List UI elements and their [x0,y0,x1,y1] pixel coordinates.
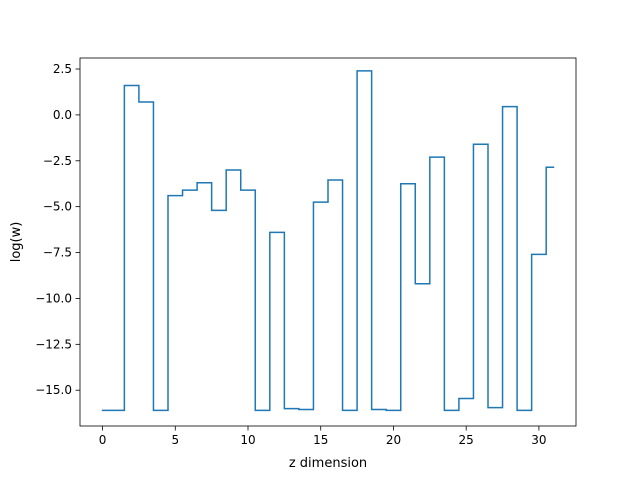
axes-frame [79,57,577,427]
y-axis-label: log(w) [9,222,24,263]
x-tick-label: 10 [240,433,255,447]
y-tick-label: −2.5 [43,154,72,168]
y-tick-label: −7.5 [43,246,72,260]
x-tick-label: 25 [459,433,474,447]
x-tick-label: 15 [313,433,328,447]
x-axis-ticks: 0 5 10 15 20 25 30 [99,426,547,447]
series-line [101,70,555,412]
x-tick-label: 30 [531,433,546,447]
x-tick-label: 0 [99,433,107,447]
y-axis-ticks: 2.5 0.0 −2.5 −5.0 −7.5 −10.0 −12.5 −15.0 [35,62,80,397]
x-axis-label: z dimension [289,456,367,471]
y-tick-label: 0.0 [53,108,72,122]
y-tick-label: −15.0 [35,383,72,397]
y-tick-label: −10.0 [35,291,72,305]
y-tick-label: 2.5 [53,62,72,76]
y-tick-label: −12.5 [35,337,72,351]
plot-area [101,70,555,412]
x-tick-label: 5 [171,433,179,447]
y-tick-label: −5.0 [43,200,72,214]
x-tick-label: 20 [386,433,401,447]
